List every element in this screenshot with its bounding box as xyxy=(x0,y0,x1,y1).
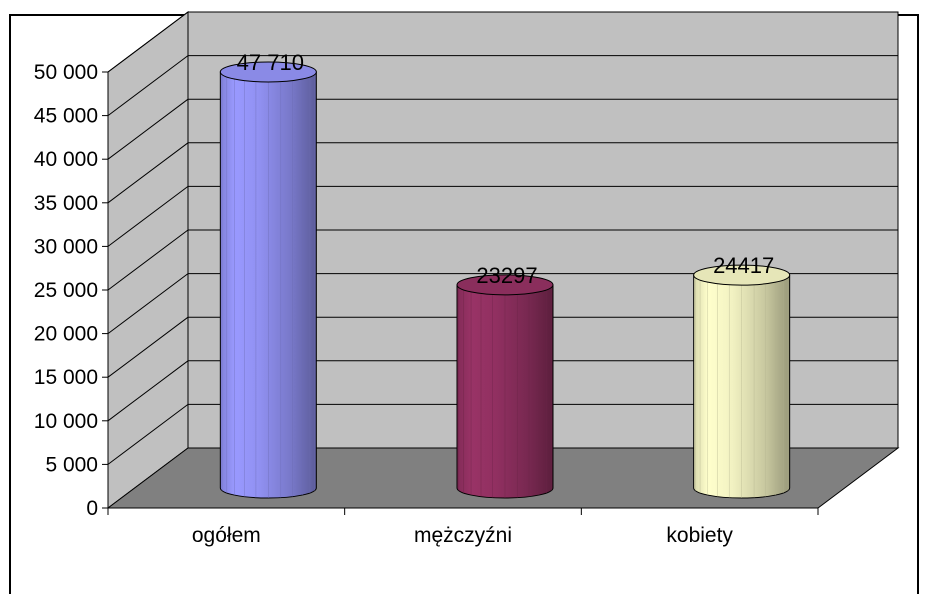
category-labels: ogółem mężczyźni kobiety xyxy=(107,508,819,547)
y-tick-label: 0 xyxy=(86,497,98,520)
y-tick-label: 20 000 xyxy=(34,323,98,346)
bar-top xyxy=(456,274,554,296)
category-label: mężczyźni xyxy=(414,524,512,547)
bar-top xyxy=(219,61,317,83)
y-tick-label: 25 000 xyxy=(34,279,98,302)
y-tick-label: 50 000 xyxy=(34,61,98,84)
category-label: kobiety xyxy=(666,524,733,547)
y-tick-label: 10 000 xyxy=(34,410,98,433)
y-tick-label: 5 000 xyxy=(45,453,98,476)
gridline-side xyxy=(107,11,189,73)
data-label: 23297 xyxy=(476,263,537,288)
bar xyxy=(219,61,317,499)
y-tick-label: 30 000 xyxy=(34,235,98,258)
bar-top xyxy=(693,264,791,286)
y-tick-label: 35 000 xyxy=(34,192,98,215)
gridline-side xyxy=(107,360,189,422)
gridline-side xyxy=(107,316,189,378)
data-label: 24417 xyxy=(713,253,774,278)
y-tick-label: 45 000 xyxy=(34,105,98,128)
bars xyxy=(219,61,791,499)
gridline-side xyxy=(107,185,189,247)
gridline-side xyxy=(107,142,189,204)
y-tick-label: 40 000 xyxy=(34,148,98,171)
data-labels: 47 710 23297 24417 xyxy=(237,50,775,288)
gridline-side xyxy=(107,98,189,160)
gridline-side xyxy=(107,273,189,335)
bar xyxy=(456,274,554,499)
gridline-side xyxy=(107,229,189,291)
gridline-side xyxy=(107,55,189,116)
category-label: ogółem xyxy=(192,524,261,547)
data-label: 47 710 xyxy=(237,50,304,75)
gridline-side xyxy=(107,403,189,465)
bar xyxy=(693,264,791,499)
y-axis-ticks: 0 5 000 10 000 15 000 20 000 25 000 30 000 35 0… xyxy=(34,61,108,520)
y-tick-label: 15 000 xyxy=(34,366,98,389)
